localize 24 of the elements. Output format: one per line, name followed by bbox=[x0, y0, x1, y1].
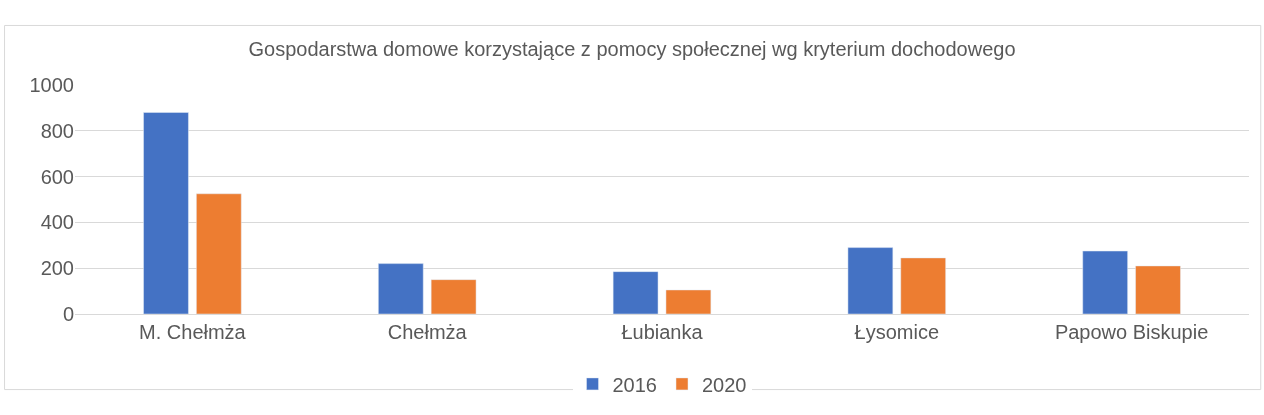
y-tick-label: 800 bbox=[40, 119, 74, 142]
x-tick-label: Chełmża bbox=[387, 321, 468, 343]
chart-title: Gospodarstwa domowe korzystające z pomocy społecznej wg kryterium dochodowego bbox=[248, 37, 1016, 60]
bar bbox=[196, 193, 242, 314]
y-tick-label: 200 bbox=[40, 257, 74, 280]
y-tick-label: 600 bbox=[40, 165, 74, 188]
bar bbox=[665, 289, 712, 314]
bar bbox=[612, 271, 659, 314]
bar bbox=[378, 263, 424, 314]
y-tick-label: 400 bbox=[40, 211, 74, 234]
bar bbox=[143, 112, 189, 314]
x-tick-label: Papowo Biskupie bbox=[1054, 321, 1209, 343]
legend-label: 2016 bbox=[612, 373, 657, 396]
bar bbox=[1082, 250, 1128, 314]
bar bbox=[1135, 265, 1181, 314]
x-tick-label: Łysomice bbox=[854, 321, 940, 343]
x-tick-label: Łubianka bbox=[621, 321, 704, 343]
bar bbox=[900, 257, 946, 314]
y-tick-label: 1000 bbox=[29, 74, 74, 96]
y-tick-label: 0 bbox=[62, 303, 74, 325]
bar bbox=[847, 247, 894, 314]
x-tick-label: M. Chełmża bbox=[139, 321, 247, 343]
legend-label: 2020 bbox=[702, 373, 747, 396]
bar bbox=[430, 279, 477, 314]
